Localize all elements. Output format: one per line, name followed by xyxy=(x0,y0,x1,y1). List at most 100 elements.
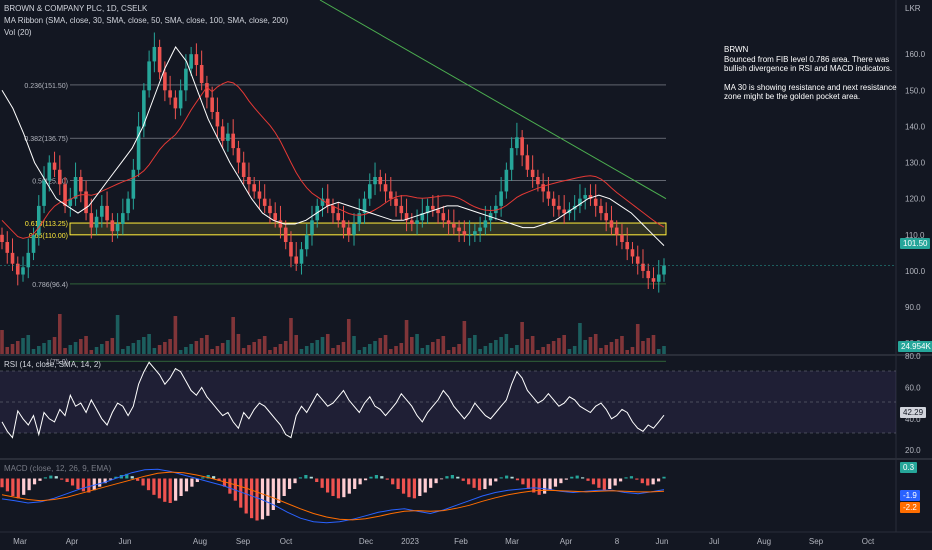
candle-body xyxy=(646,270,651,279)
rsi-legend[interactable]: RSI (14, close, SMA, 14, 2) xyxy=(4,360,101,369)
volume-bar xyxy=(5,347,10,354)
macd-hist-bar xyxy=(130,476,134,479)
candle-body xyxy=(394,198,398,206)
time-axis[interactable]: Mar Apr Jun Aug Sep Oct Dec 2023 Feb Mar Apr 8 Jun Ju… xyxy=(13,537,875,546)
macd-hist-bar xyxy=(358,478,362,485)
volume-bar xyxy=(641,341,645,354)
volume-bar xyxy=(635,324,640,354)
macd-hist-bar xyxy=(87,478,91,493)
volume-bar xyxy=(15,341,20,354)
volume-bar xyxy=(593,334,598,354)
macd-hist-bar xyxy=(16,478,20,499)
volume-bar xyxy=(630,347,635,354)
macd-hist-bar xyxy=(212,476,216,479)
volume-bar xyxy=(536,350,540,354)
resistance-zone[interactable] xyxy=(69,222,667,236)
macd-hist-bar xyxy=(298,477,303,479)
candle-body xyxy=(362,198,367,214)
macd-hist-bar xyxy=(152,478,156,495)
ma-ribbon-legend[interactable]: MA Ribbon (SMA, close, 30, SMA, close, 5… xyxy=(4,16,289,25)
price-tick-label: 160.0 xyxy=(905,50,926,59)
volume-bar xyxy=(252,342,256,354)
volume-bar xyxy=(194,341,199,354)
volume-bar xyxy=(268,350,272,354)
descending-trendline[interactable] xyxy=(319,0,667,200)
rsi-line xyxy=(1,361,665,439)
macd-hist-bar xyxy=(380,476,384,479)
volume-bar xyxy=(278,344,283,354)
candle-body xyxy=(467,234,472,236)
candle-body xyxy=(599,205,603,214)
candle-body xyxy=(79,177,83,192)
macd-hist-bar xyxy=(114,476,118,479)
candle-body xyxy=(220,126,225,141)
volume-bar xyxy=(57,314,62,354)
macd-hist-bar xyxy=(320,478,324,488)
macd-hist-bar xyxy=(396,478,400,489)
macd-hist-bar xyxy=(168,478,172,503)
volume-bar xyxy=(257,339,262,354)
candle-body xyxy=(551,198,556,206)
volume-bar xyxy=(205,335,209,354)
macd-hist-bar xyxy=(450,475,454,479)
macd-hist-bar xyxy=(49,475,53,479)
candle-body xyxy=(73,177,78,199)
candle-body xyxy=(173,97,178,109)
volume-bar xyxy=(362,347,367,354)
volume-bar xyxy=(525,339,530,354)
candle-body xyxy=(625,242,630,250)
candle-body xyxy=(635,256,640,264)
fib-level-label: 0.382(136.75) xyxy=(24,136,68,143)
volume-bar xyxy=(609,342,614,354)
candle-body xyxy=(383,184,388,192)
macd-hist-bar xyxy=(22,478,26,495)
volume-bar xyxy=(388,349,393,354)
volume-bar xyxy=(21,338,25,354)
candle-body xyxy=(530,169,535,177)
currency-label: LKR xyxy=(905,4,921,13)
candle-body xyxy=(252,184,256,192)
candle-body xyxy=(304,234,309,250)
candle-body xyxy=(283,227,288,243)
candle-body xyxy=(483,220,488,228)
fib-level-label: 0.786(96.4) xyxy=(32,282,68,289)
volume-bar xyxy=(578,323,582,354)
macd-hist-bar xyxy=(461,478,465,481)
price-axis[interactable]: 80.090.0100.0110.0120.0130.0140.0150.016… xyxy=(905,50,926,348)
macd-hist-bar xyxy=(467,478,471,485)
macd-hist-bar xyxy=(32,478,37,485)
macd-hist-bar xyxy=(662,476,666,479)
volume-bar xyxy=(551,341,556,354)
candle-body xyxy=(115,223,120,232)
macd-hist-bar xyxy=(5,478,10,492)
candle-body xyxy=(452,223,456,228)
price-tick-label: 120.0 xyxy=(905,195,926,204)
macd-hist-bar xyxy=(456,476,460,479)
candle-body xyxy=(15,263,20,275)
time-tick-label: Jul xyxy=(709,537,719,546)
volume-bar xyxy=(115,315,120,354)
volume-bar xyxy=(184,347,188,354)
macd-line-badge: -1.9 xyxy=(900,490,920,501)
time-tick-label: Mar xyxy=(13,537,27,546)
volume-bar xyxy=(452,347,456,354)
volume-bar xyxy=(346,319,351,354)
macd-hist-bar xyxy=(505,475,509,479)
macd-hist-bar xyxy=(195,478,199,482)
macd-hist-bar xyxy=(70,478,75,486)
macd-hist-bar xyxy=(369,476,373,479)
volume-bar xyxy=(572,346,577,354)
macd-hist-bar xyxy=(174,478,178,501)
volume-bar xyxy=(236,334,241,354)
volume-bar xyxy=(467,338,472,354)
volume-bar xyxy=(247,345,251,354)
volume-bar xyxy=(483,346,488,354)
macd-hist-bar xyxy=(309,476,313,479)
volume-legend[interactable]: Vol (20) xyxy=(4,28,32,37)
macd-hist-bar xyxy=(282,478,286,496)
ma50-line xyxy=(1,81,665,239)
time-tick-label: 8 xyxy=(615,537,620,546)
macd-legend[interactable]: MACD (close, 12, 26, 9, EMA) xyxy=(4,464,112,473)
analysis-note[interactable]: BRWN Bounced from FIB level 0.786 area. … xyxy=(724,45,904,102)
